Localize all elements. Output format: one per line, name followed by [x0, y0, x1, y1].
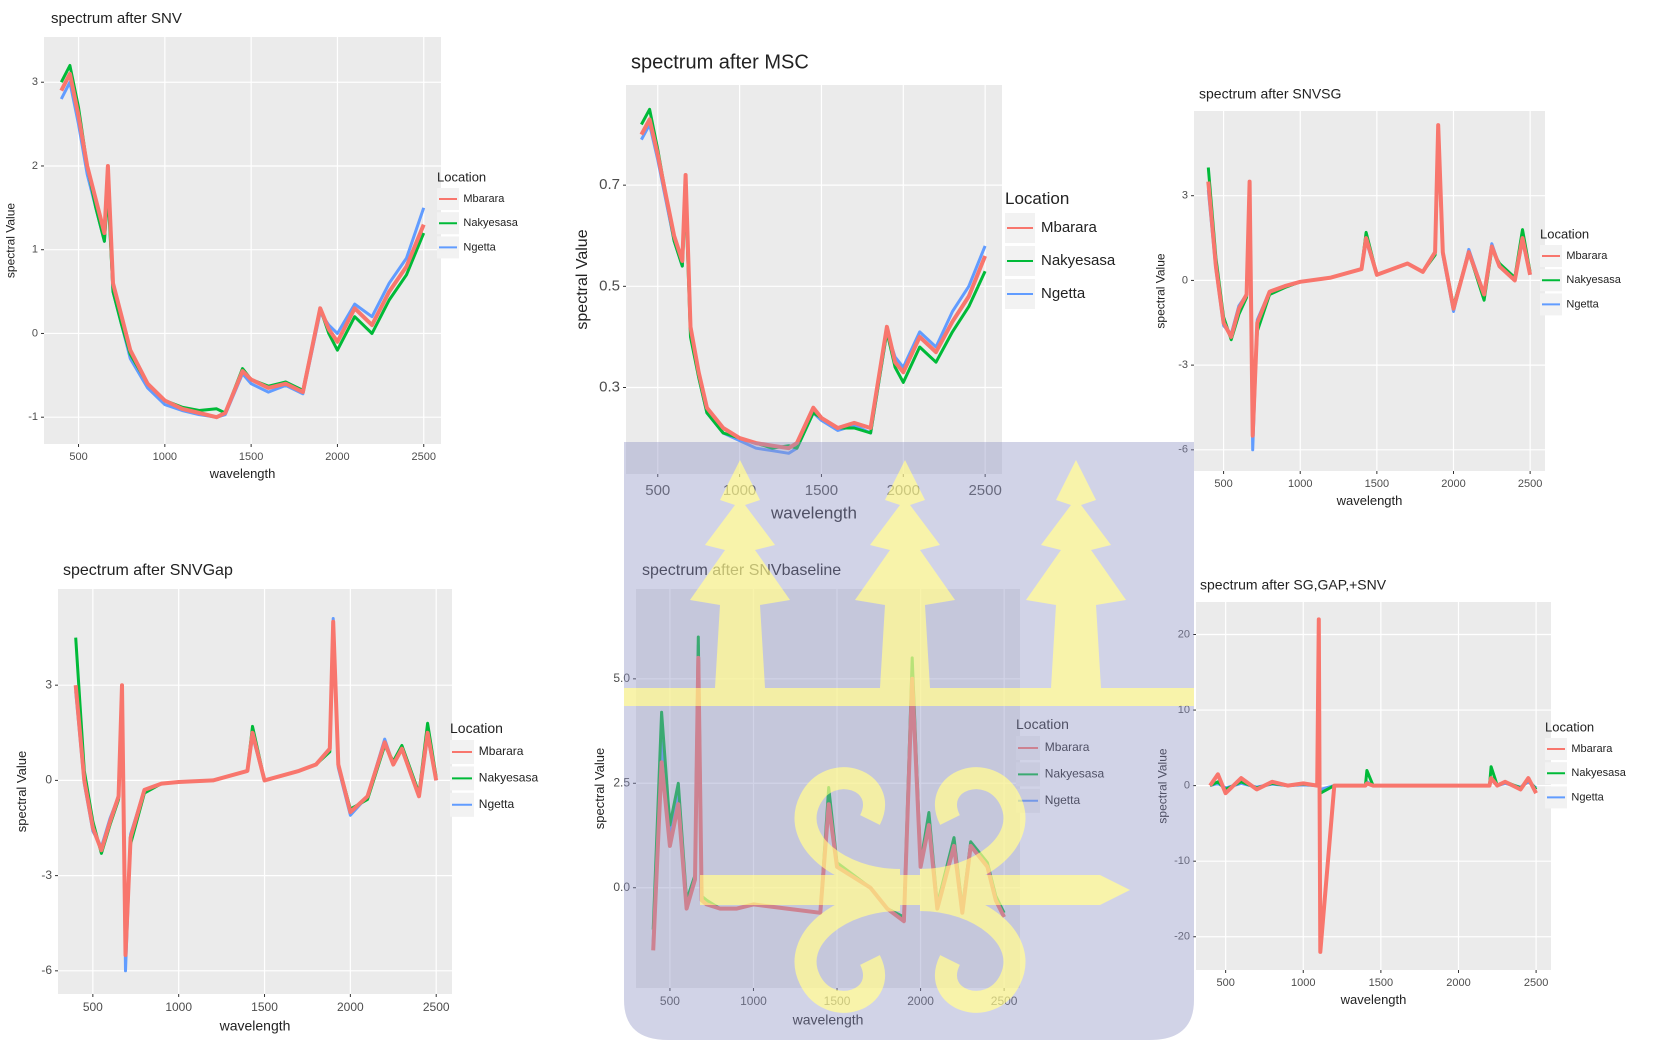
x-tick-label: 1500: [239, 451, 263, 463]
legend-label: Nakyesasa: [1041, 252, 1116, 269]
watermark-band: [624, 688, 1194, 706]
legend-label: Mbarara: [479, 744, 524, 758]
y-tick-label: 0: [45, 773, 52, 787]
legend-label: Mbarara: [1566, 250, 1608, 262]
chart-title: spectrum after SG,GAP,+SNV: [1200, 577, 1387, 593]
chart-title: spectrum after MSC: [631, 51, 809, 73]
x-tick-label: 500: [1214, 478, 1232, 490]
y-axis-label: spectral Value: [4, 203, 18, 278]
x-tick-label: 1000: [1291, 977, 1315, 989]
legend-label: Ngetta: [1566, 298, 1599, 310]
x-tick-label: 2000: [337, 1000, 364, 1014]
x-axis-label: wavelength: [1336, 493, 1403, 508]
legend-label: Mbarara: [463, 193, 505, 205]
legend-label: Nakyesasa: [479, 771, 539, 785]
y-tick-label: -3: [1178, 359, 1188, 371]
x-tick-label: 500: [1216, 977, 1234, 989]
y-axis-label: spectral Value: [592, 748, 607, 829]
x-tick-label: 1500: [1365, 478, 1389, 490]
legend-label: Nakyesasa: [1566, 274, 1621, 286]
y-tick-label: -3: [41, 868, 52, 882]
chart-panel: spectrum after SNVGap -6 -3 0 3 500 1000 1500 20…: [14, 562, 538, 1033]
x-tick-label: 1500: [1369, 977, 1393, 989]
x-tick-label: 500: [69, 451, 87, 463]
chart-panel: spectrum after SNV -1 0 1 2 3 500 1000 1500 2000 2…: [4, 10, 519, 481]
chart-title: spectrum after SNVGap: [63, 562, 233, 579]
chart-title: spectrum after SNV: [51, 10, 182, 27]
y-tick-label: 0.3: [599, 378, 620, 395]
watermark: [624, 442, 1194, 1040]
legend-label: Ngetta: [1571, 791, 1604, 803]
legend-title: Location: [437, 170, 486, 185]
legend-label: Nakyesasa: [1571, 767, 1626, 779]
x-tick-label: 2500: [423, 1000, 450, 1014]
legend-title: Location: [450, 720, 503, 736]
y-tick-label: 3: [45, 677, 52, 691]
y-tick-label: -6: [41, 963, 52, 977]
x-axis-label: wavelength: [1340, 992, 1407, 1007]
y-tick-label: 3: [1182, 190, 1188, 202]
y-tick-label: -1: [28, 411, 38, 423]
legend-label: Mbarara: [1041, 219, 1098, 236]
x-tick-label: 2000: [1446, 977, 1470, 989]
x-tick-label: 2500: [411, 451, 435, 463]
legend-label: Ngetta: [463, 241, 496, 253]
legend-label: Nakyesasa: [463, 217, 518, 229]
y-tick-label: 2: [32, 160, 38, 172]
plot-background: [626, 85, 1002, 474]
x-tick-label: 1000: [165, 1000, 192, 1014]
x-tick-label: 1000: [1288, 478, 1312, 490]
x-axis-label: wavelength: [219, 1018, 291, 1034]
x-tick-label: 2500: [1518, 478, 1542, 490]
legend-label: Ngetta: [479, 797, 515, 811]
legend-label: Mbarara: [1571, 743, 1613, 755]
legend-title: Location: [1545, 720, 1594, 735]
chart-panel: spectrum after SG,GAP,+SNV-20-1001020500…: [1156, 577, 1627, 1007]
y-tick-label: 3: [32, 76, 38, 88]
y-tick-label: 0: [32, 327, 38, 339]
x-tick-label: 2500: [1524, 977, 1548, 989]
x-tick-label: 2000: [325, 451, 349, 463]
chart-title: spectrum after SNVSG: [1199, 86, 1341, 102]
y-axis-label: spectral Value: [14, 751, 29, 832]
legend-title: Location: [1540, 227, 1589, 242]
y-axis-label: spectral Value: [1154, 253, 1168, 328]
y-tick-label: 0.5: [599, 277, 620, 294]
x-tick-label: 2000: [1441, 478, 1465, 490]
y-axis-label: spectral Value: [574, 229, 591, 329]
x-tick-label: 1500: [251, 1000, 278, 1014]
x-tick-label: 1000: [153, 451, 177, 463]
y-tick-label: 0: [1182, 274, 1188, 286]
legend-label: Ngetta: [1041, 285, 1086, 302]
x-tick-label: 500: [83, 1000, 103, 1014]
legend-title: Location: [1005, 189, 1069, 208]
watermark-bar: [700, 875, 1130, 905]
y-tick-label: 0.7: [599, 176, 620, 193]
chart-panel: spectrum after SNVSG-6-30350010001500200…: [1154, 86, 1622, 508]
figure: spectrum after SNV -1 0 1 2 3 500 1000 1500 2000 2…: [0, 0, 1658, 1040]
x-axis-label: wavelength: [209, 466, 276, 481]
y-tick-label: 1: [32, 244, 38, 256]
